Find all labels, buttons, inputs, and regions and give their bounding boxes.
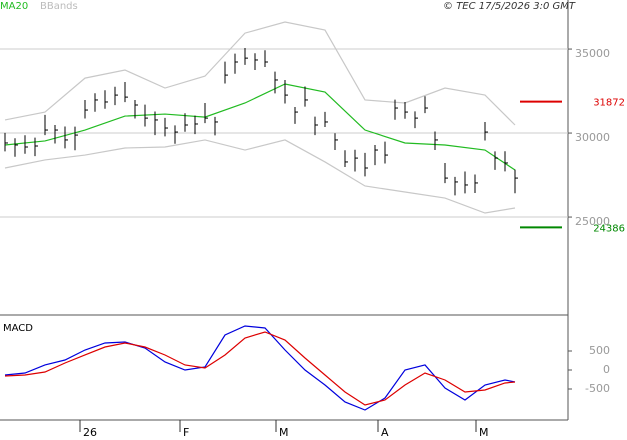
x-tick-label: 26: [83, 426, 97, 439]
band-upper: [4, 21, 516, 126]
macd-line: [4, 331, 516, 406]
ma-line: [4, 83, 516, 171]
y-tick-label: 35000: [575, 47, 610, 60]
y-tick-label: 0: [603, 363, 610, 376]
copyright: © TEC 17/5/2026 3:0 GMT: [443, 1, 576, 12]
x-tick-label: F: [183, 426, 189, 439]
macd-line: [4, 325, 516, 411]
x-tick-label: M: [479, 426, 489, 439]
y-tick-label: 30000: [575, 131, 610, 144]
band-lower: [4, 139, 516, 214]
x-tick-label: M: [279, 426, 289, 439]
legend-ma20: MA20: [0, 1, 28, 12]
y-tick-label: -500: [585, 382, 610, 395]
legend-bbands: BBands: [40, 1, 78, 12]
y-tick-label: 500: [589, 344, 610, 357]
level-label: 24386: [593, 223, 625, 234]
x-tick-label: A: [381, 426, 389, 439]
y-tick-label: 25000: [575, 215, 610, 228]
panel-title: MACD: [3, 323, 33, 334]
level-label: 31872: [593, 98, 625, 109]
